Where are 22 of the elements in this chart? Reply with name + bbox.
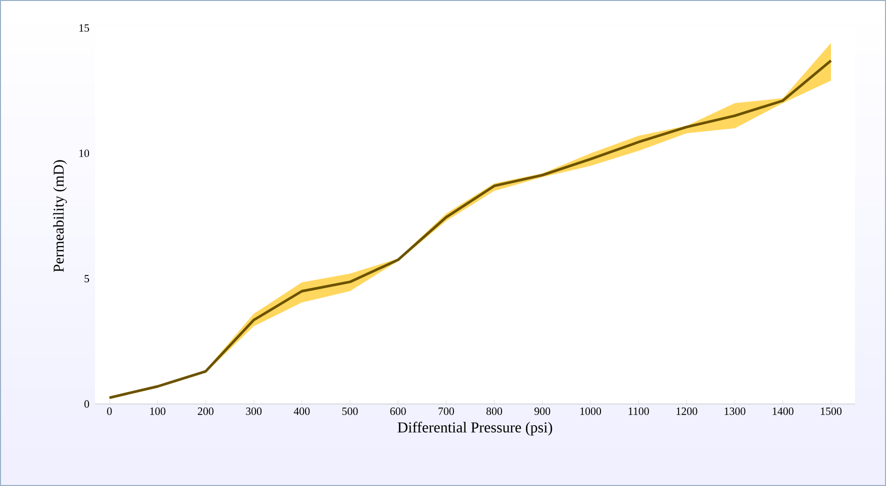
x-tick-label: 1500 (820, 408, 842, 415)
x-tick-label: 700 (438, 408, 454, 415)
x-tick-label: 200 (198, 408, 214, 415)
y-tick-label: 10 (79, 150, 90, 158)
y-axis-title: Permeability (mD) (53, 160, 67, 272)
x-tick-label: 800 (486, 408, 502, 415)
y-tick-label: 5 (84, 275, 90, 282)
x-tick-label: 1300 (724, 408, 746, 415)
x-tick-label: 500 (342, 408, 358, 415)
y-tick-label: 15 (79, 24, 90, 32)
x-tick-label: 300 (246, 408, 262, 415)
y-tick-label: 0 (84, 400, 90, 408)
x-tick-label: 900 (534, 408, 550, 415)
x-tick-label: 1400 (772, 408, 794, 415)
x-tick-label: 400 (294, 408, 310, 415)
x-tick-label: 100 (150, 408, 166, 415)
x-axis-title: Differential Pressure (psi) (398, 422, 552, 436)
x-tick-label: 1200 (676, 408, 698, 415)
x-tick-label: 0 (107, 408, 112, 415)
x-tick-label: 600 (390, 408, 406, 415)
x-tick-label: 1100 (628, 408, 649, 415)
x-tick-label: 1000 (580, 408, 602, 415)
